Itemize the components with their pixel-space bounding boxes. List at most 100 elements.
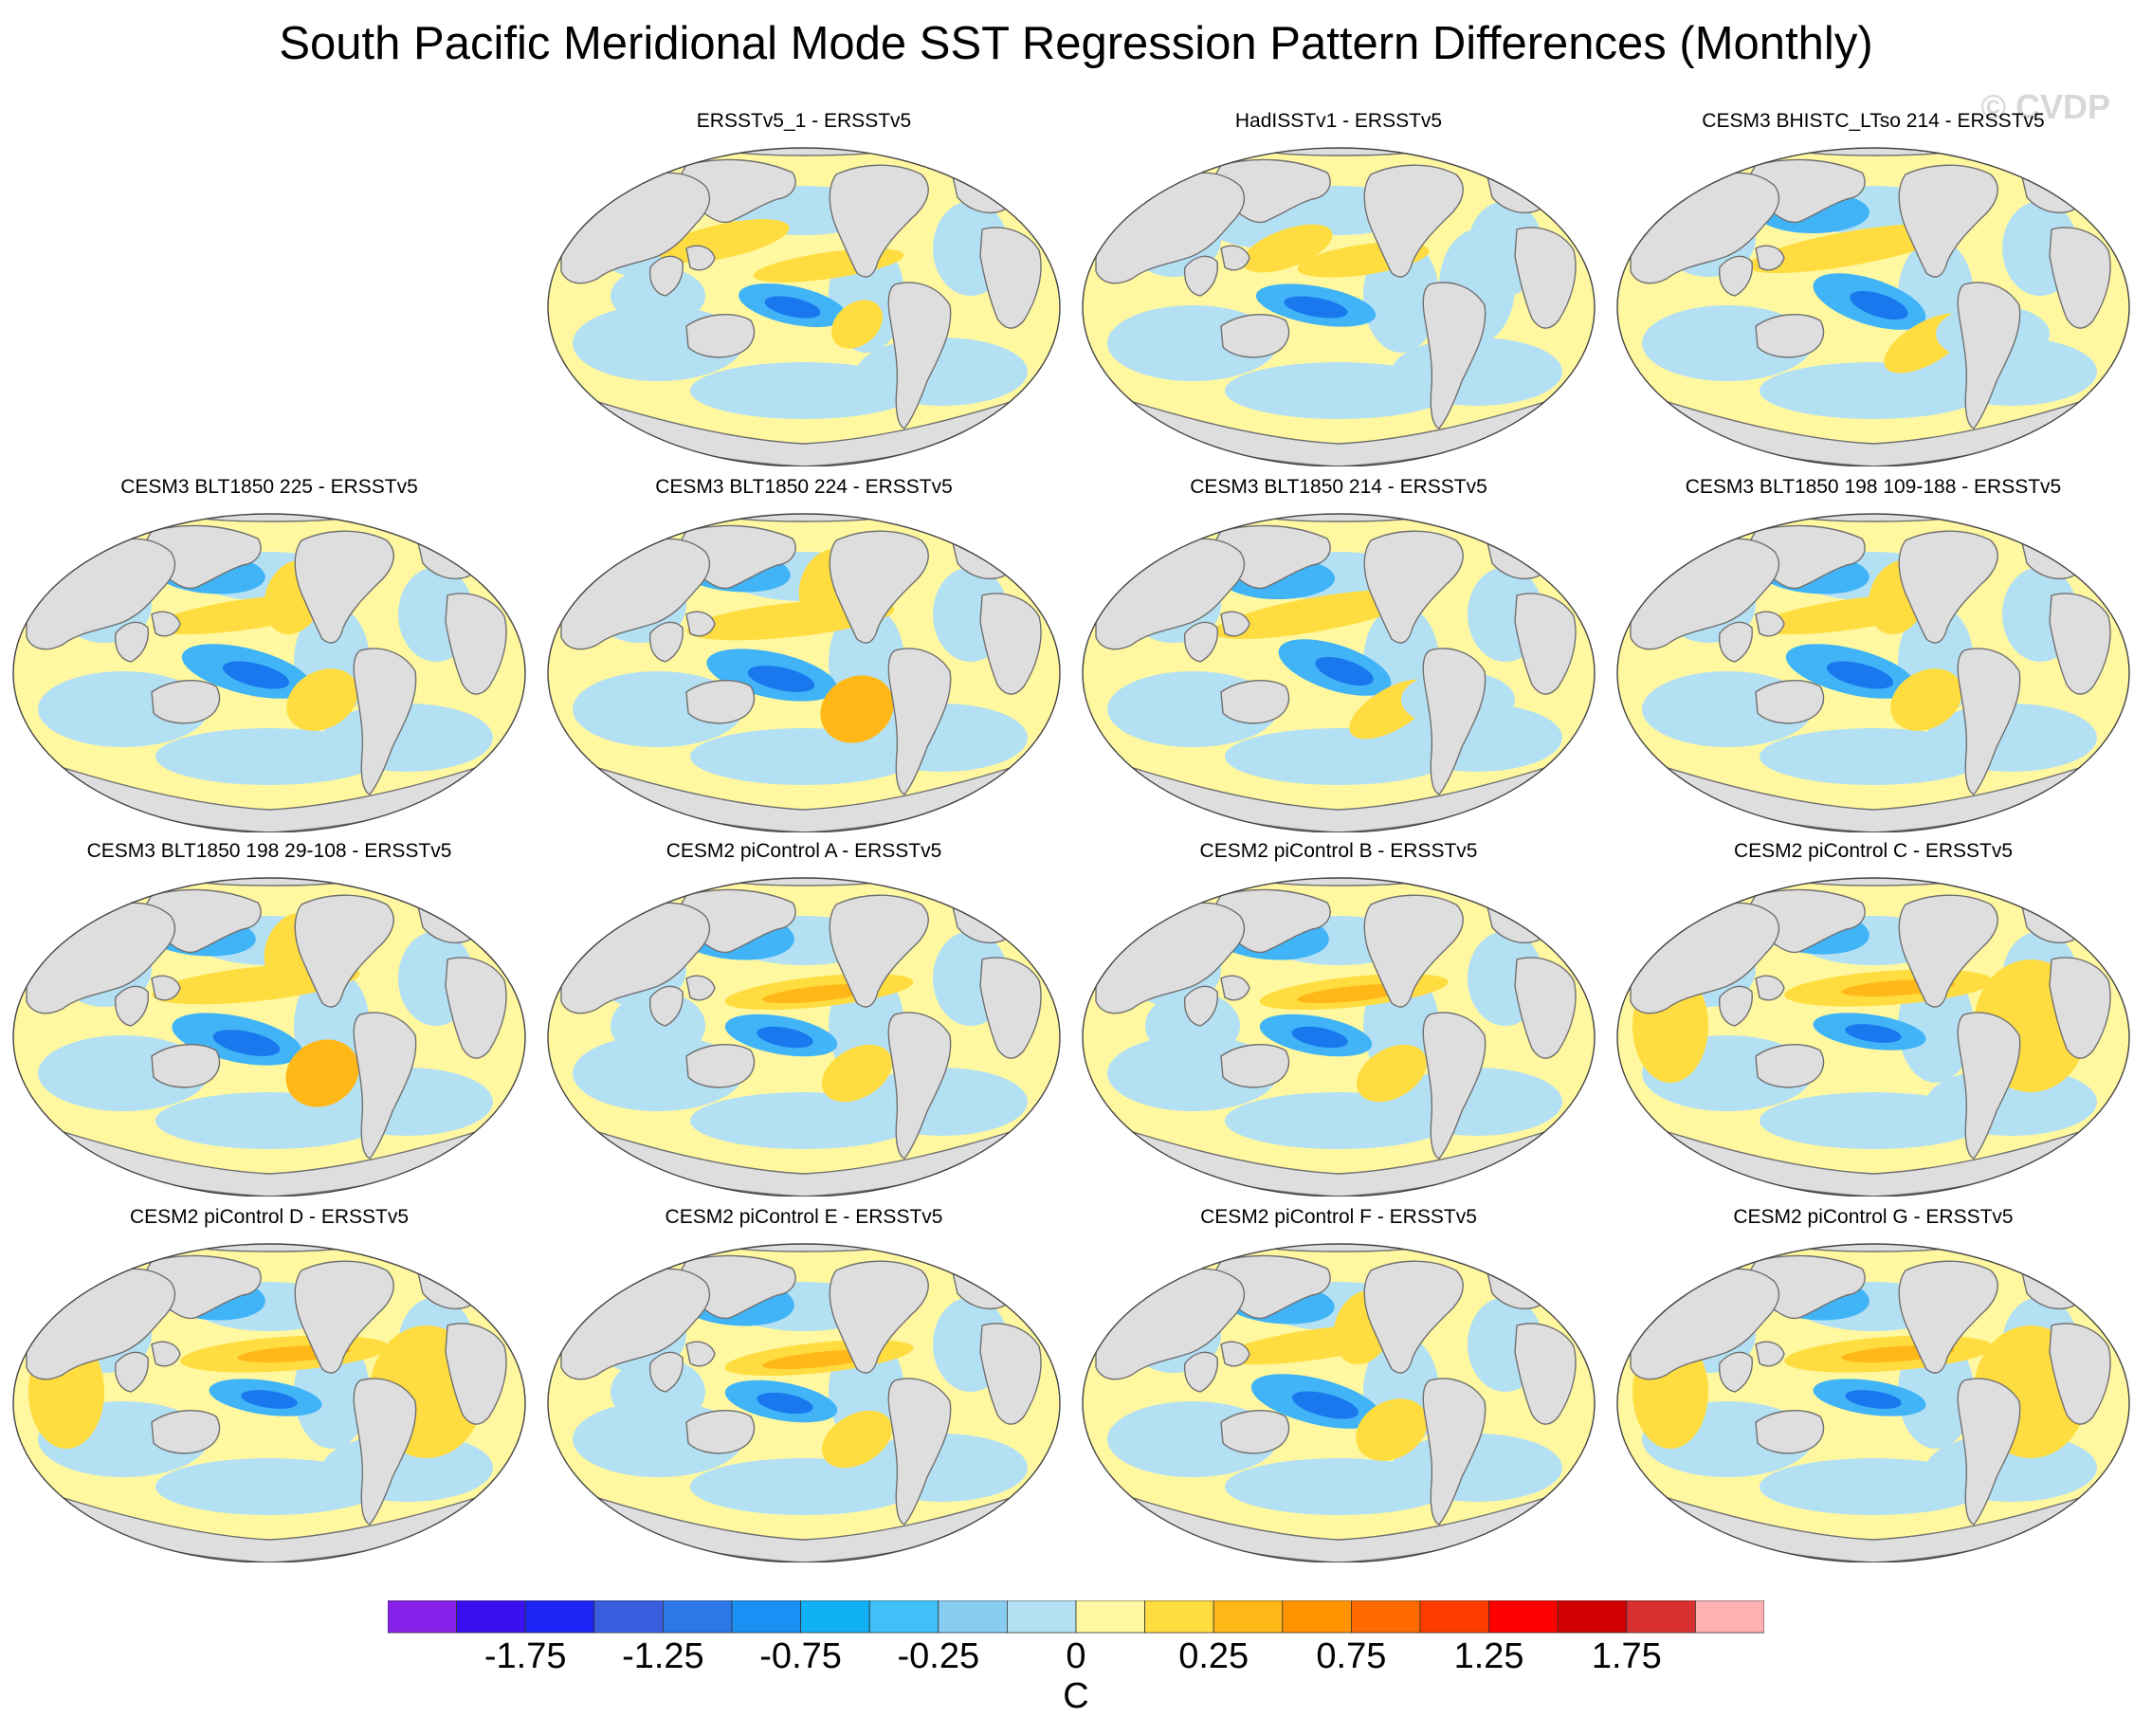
land-mass (1220, 1410, 1290, 1454)
anomaly-region (1213, 589, 1419, 640)
colorbar-units: C (1063, 1676, 1089, 1716)
anomaly-region (1890, 668, 1962, 731)
land-mass (1184, 621, 1218, 663)
anomaly-region (822, 1410, 892, 1469)
sst-difference-map (1082, 877, 1596, 1197)
land-mass (151, 611, 181, 637)
land-mass (115, 1351, 149, 1393)
land-mass (1957, 1012, 2021, 1160)
land-mass (445, 957, 507, 1059)
map-panel: HadISSTv1 - ERSSTv5 (1079, 106, 1598, 466)
map-border (547, 147, 1061, 466)
land-mass (1249, 514, 1432, 522)
sst-difference-map (1082, 513, 1596, 832)
land-mass (1898, 164, 1998, 278)
colorbar-swatch (1282, 1600, 1352, 1634)
land-mass (294, 1260, 394, 1374)
land-mass (714, 148, 898, 156)
land-mass (1514, 227, 1577, 329)
sst-difference-map (547, 1243, 1061, 1562)
land-mass (1249, 1244, 1432, 1252)
land-mass (151, 1341, 181, 1367)
anomaly-region (822, 1044, 892, 1103)
land-mass (1220, 611, 1250, 637)
colorbar-swatch (731, 1600, 801, 1634)
anomaly-region (1225, 1458, 1452, 1515)
land-mass (887, 1012, 952, 1160)
land-mass (1783, 878, 1967, 886)
anomaly-region (1225, 362, 1452, 419)
map-panel: CESM2 piControl E - ERSSTv5 (544, 1202, 1064, 1562)
land-mass (1514, 957, 1577, 1059)
colorbar-tick-label: 0.25 (1178, 1636, 1249, 1676)
land-mass (1957, 282, 2021, 429)
anomaly-region (241, 1390, 298, 1409)
colorbar-swatch (1626, 1600, 1696, 1634)
land-mass (1363, 1260, 1464, 1374)
anomaly-region (690, 1458, 918, 1515)
land-mass (1422, 282, 1486, 429)
land-mass (1755, 1410, 1825, 1454)
anomaly-region (1850, 290, 1908, 320)
panel-title: CESM2 piControl A - ERSSTv5 (666, 840, 942, 862)
land-mass (1957, 1378, 2021, 1526)
land-mass (1755, 314, 1825, 358)
land-mass (1514, 1323, 1577, 1425)
land-mass (1755, 245, 1785, 271)
anomaly-region (1284, 296, 1348, 319)
land-mass (1422, 1012, 1486, 1160)
map-panel: CESM2 piControl A - ERSSTv5 (544, 836, 1064, 1197)
anomaly-region (1225, 1092, 1452, 1149)
land-mass (685, 680, 756, 724)
anomaly-region (611, 992, 705, 1060)
land-mass (1249, 878, 1432, 886)
land-mass (1422, 1378, 1486, 1526)
map-border (1082, 877, 1596, 1197)
land-mass (2049, 227, 2111, 329)
land-mass (1719, 985, 1753, 1027)
colorbar-swatch (1144, 1600, 1214, 1634)
land-mass (115, 985, 149, 1027)
anomaly-region (1291, 1026, 1348, 1049)
sst-difference-map (12, 877, 526, 1197)
land-mass (979, 227, 1042, 329)
anomaly-region (1826, 661, 1894, 689)
map-border (1082, 513, 1596, 832)
land-mass (1249, 148, 1432, 156)
anomaly-region (762, 1349, 876, 1370)
map-panel: CESM2 piControl B - ERSSTv5 (1079, 836, 1598, 1197)
land-mass (1898, 894, 1998, 1008)
map-panel: CESM2 piControl D - ERSSTv5 (9, 1202, 529, 1562)
panel-title: CESM2 piControl E - ERSSTv5 (665, 1206, 943, 1228)
land-mass (179, 514, 363, 522)
land-mass (294, 894, 394, 1008)
colorbar-swatch (1488, 1600, 1559, 1634)
colorbar-tick-label: -0.75 (759, 1636, 842, 1676)
land-mass (649, 255, 684, 297)
panel-title: CESM2 piControl D - ERSSTv5 (129, 1206, 410, 1228)
colorbar-tick-label: 0.75 (1316, 1636, 1387, 1676)
anomaly-region (1845, 1390, 1902, 1409)
anomaly-region (1760, 1092, 1987, 1149)
colorbar-swatches (388, 1600, 1764, 1634)
land-mass (1898, 530, 1998, 644)
land-mass (685, 1410, 756, 1454)
anomaly-region (286, 668, 358, 731)
panel-title: ERSSTv5_1 - ERSSTv5 (696, 110, 912, 132)
panel-title: CESM3 BLT1850 214 - ERSSTv5 (1190, 476, 1487, 498)
anomaly-region (690, 362, 918, 419)
land-mass (1363, 530, 1464, 644)
land-mass (1184, 985, 1218, 1027)
land-mass (979, 957, 1042, 1059)
land-mass (1363, 894, 1464, 1008)
land-mass (649, 621, 684, 663)
sst-difference-map (547, 513, 1061, 832)
land-mass (1220, 314, 1290, 358)
land-mass (1184, 255, 1218, 297)
map-panel: CESM3 BLT1850 198 109-188 - ERSSTv5 (1614, 472, 2133, 832)
land-mass (151, 680, 221, 724)
anomaly-region (1747, 223, 1954, 274)
panel-title: CESM2 piControl C - ERSSTv5 (1733, 840, 2014, 862)
colorbar-tick-label: 0 (1066, 1636, 1086, 1676)
anomaly-region (1760, 362, 1987, 419)
